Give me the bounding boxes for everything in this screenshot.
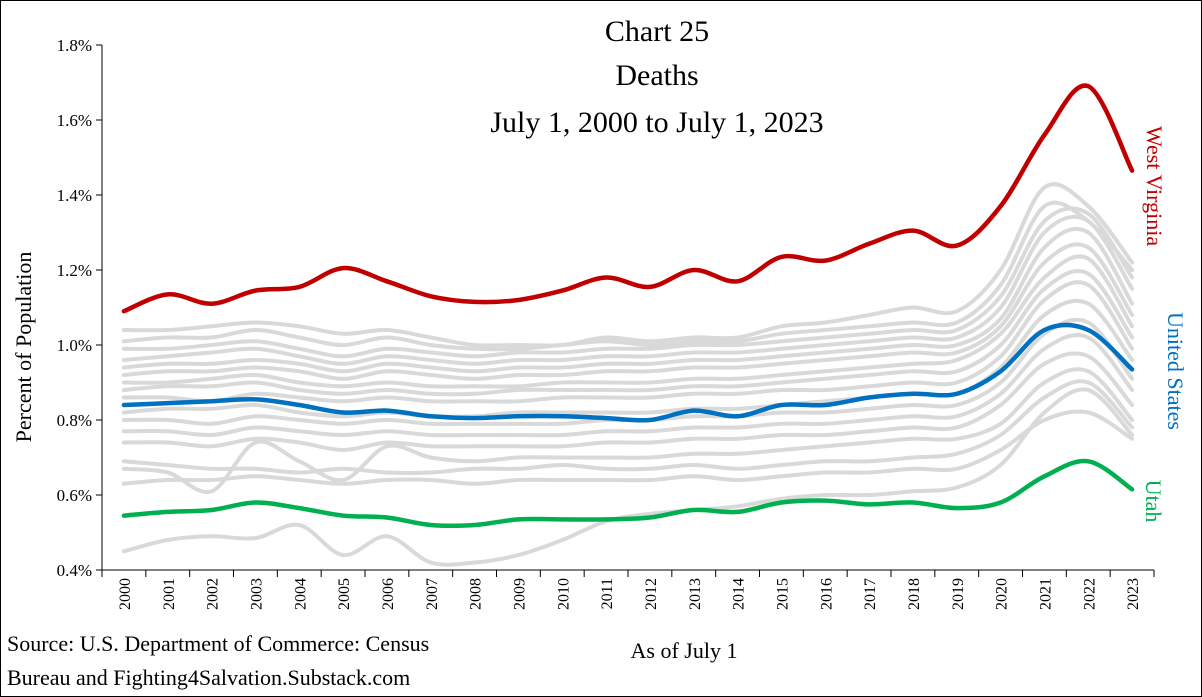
state-series-line	[121, 242, 1135, 381]
y-tick-label: 0.8%	[57, 411, 92, 430]
x-tick-label: 2014	[731, 578, 748, 610]
y-axis-label: Percent of Population	[11, 252, 36, 443]
x-tick-label: 2008	[468, 578, 485, 610]
state-series-line	[121, 269, 1135, 397]
x-tick-label: 2010	[555, 578, 572, 610]
x-tick-label: 2011	[599, 578, 616, 609]
x-tick-label: 2012	[643, 578, 660, 610]
x-tick-label: 2005	[336, 578, 353, 610]
x-tick-label: 2017	[862, 578, 879, 610]
state-series-line	[121, 226, 1135, 374]
source-line-1: Source: U.S. Department of Commerce: Cen…	[7, 631, 430, 656]
chart-title-line-2: Deaths	[615, 59, 698, 92]
state-series-line	[121, 367, 1135, 495]
y-tick-label: 1.2%	[57, 261, 92, 280]
series-label-united-states: United States	[1163, 312, 1188, 430]
y-tick-label: 1.6%	[57, 111, 92, 130]
series-label-utah: Utah	[1141, 480, 1166, 523]
state-series-line	[121, 182, 1135, 348]
source-note: Source: U.S. Department of Commerce: Cen…	[7, 627, 567, 695]
y-tick-label: 1.8%	[57, 36, 92, 55]
x-tick-label: 2007	[424, 578, 441, 610]
state-series-line	[121, 387, 1135, 567]
state-series-line	[121, 333, 1135, 438]
axes: 0.4% 0.6% 0.8% 1.0% 1.2% 1.4% 1.6% 1.8% 2000 2001…	[57, 36, 1155, 610]
x-tick-label: 2013	[687, 578, 704, 610]
x-tick-label: 2006	[380, 578, 397, 610]
x-tick-label: 2022	[1081, 578, 1098, 610]
x-tick-label: 2001	[161, 578, 178, 610]
y-tick-label: 1.4%	[57, 186, 92, 205]
x-tick-label: 2003	[248, 578, 265, 610]
x-tick-label: 2004	[292, 578, 309, 610]
y-tick-label: 1.0%	[57, 336, 92, 355]
state-series-line	[121, 351, 1135, 452]
series-line-utah	[121, 458, 1135, 529]
chart-title-line-1: Chart 25	[605, 15, 709, 48]
series-line-west-virginia	[121, 83, 1135, 314]
state-series-line	[121, 200, 1135, 352]
series-line-united-states	[121, 322, 1135, 423]
highlighted-series-group	[121, 83, 1135, 529]
x-tick-label: 2021	[1037, 578, 1054, 610]
x-axis-label: As of July 1	[631, 638, 738, 663]
x-tick-label: 2015	[774, 578, 791, 610]
state-series-line	[121, 280, 1135, 404]
x-tick-label: 2018	[906, 578, 923, 610]
x-tick-label: 2020	[994, 578, 1011, 610]
x-tick-label: 2016	[818, 578, 835, 610]
state-series-line	[121, 379, 1135, 475]
state-series-line	[121, 254, 1135, 389]
y-tick-label: 0.4%	[57, 561, 92, 580]
x-tick-label: 2000	[117, 578, 134, 610]
y-tick-label: 0.6%	[57, 486, 92, 505]
x-tick-label: 2019	[950, 578, 967, 610]
source-line-2: Bureau and Fighting4Salvation.Substack.c…	[7, 665, 411, 690]
x-tick-label: 2023	[1125, 578, 1142, 610]
x-tick-label: 2009	[511, 578, 528, 610]
x-tick-label: 2002	[205, 578, 222, 610]
series-label-west-virginia: West Virginia	[1142, 126, 1167, 246]
chart-title-line-3: July 1, 2000 to July 1, 2023	[490, 106, 823, 139]
state-series-line	[121, 206, 1135, 359]
state-series-line	[121, 214, 1135, 366]
state-series-line	[121, 409, 1135, 486]
chart-title: Chart 25 Deaths July 1, 2000 to July 1, …	[490, 15, 823, 139]
